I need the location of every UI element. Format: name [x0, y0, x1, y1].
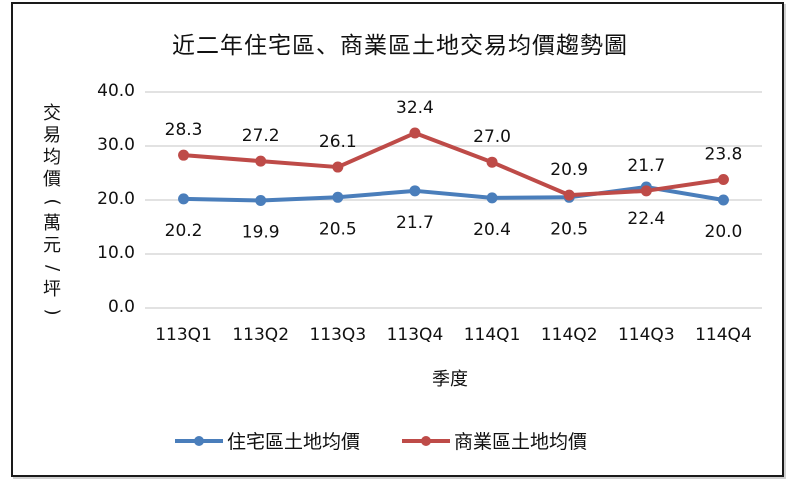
y-axis-label-char: 易	[43, 125, 61, 146]
data-point-marker	[255, 155, 267, 167]
data-label: 20.9	[550, 160, 588, 180]
legend-item-residential: 住宅區土地均價	[175, 427, 360, 454]
legend-label: 商業區土地均價	[454, 431, 588, 453]
data-label: 20.5	[550, 219, 588, 239]
data-point-marker	[255, 195, 267, 207]
data-point-marker	[486, 156, 498, 168]
legend: 住宅區土地均價 商業區土地均價	[175, 427, 629, 454]
y-tick-label: 0.0	[107, 297, 135, 317]
legend-item-commercial: 商業區土地均價	[402, 427, 587, 454]
y-axis-label: 交易均價(萬元 / 坪)	[40, 103, 64, 323]
y-axis-label-char: 均	[43, 147, 61, 168]
x-tick-label: 113Q4	[386, 325, 444, 345]
data-label: 27.2	[242, 126, 280, 146]
data-point-marker	[717, 194, 729, 206]
data-point-marker	[409, 127, 421, 139]
legend-line-marker-icon	[175, 435, 223, 446]
legend-line-marker-icon	[402, 435, 451, 446]
y-tick-label: 30.0	[97, 135, 135, 155]
data-label: 28.3	[165, 120, 203, 140]
data-label: 20.5	[319, 219, 357, 239]
chart-title: 近二年住宅區、商業區土地交易均價趨勢圖	[172, 33, 628, 59]
data-point-marker	[178, 149, 190, 161]
y-tick-label: 40.0	[97, 81, 135, 101]
series-line	[183, 131, 724, 198]
data-label: 21.7	[627, 156, 665, 176]
y-axis-label-char: 坪	[43, 279, 61, 300]
data-label: 21.7	[396, 213, 434, 233]
y-axis-label-char: 元	[43, 235, 61, 256]
data-point-marker	[563, 189, 575, 201]
x-tick-label: 113Q2	[232, 325, 290, 345]
x-tick-label: 114Q1	[463, 325, 521, 345]
data-point-marker	[486, 192, 498, 204]
data-label: 26.1	[319, 132, 357, 152]
data-point-marker	[332, 191, 344, 203]
x-tick-label: 114Q2	[540, 325, 598, 345]
data-label: 22.4	[627, 209, 665, 229]
data-point-marker	[409, 185, 421, 197]
data-label: 32.4	[396, 98, 434, 118]
data-label: 20.4	[473, 220, 511, 240]
x-tick-label: 113Q1	[155, 325, 212, 345]
data-label: 27.0	[473, 127, 511, 147]
data-point-marker	[178, 193, 190, 205]
data-label: 23.8	[705, 144, 743, 164]
x-tick-label: 114Q4	[695, 325, 752, 345]
series-line	[183, 185, 724, 203]
y-axis-label-char: 萬	[43, 213, 61, 234]
legend-label: 住宅區土地均價	[227, 431, 361, 453]
y-tick-label: 20.0	[97, 189, 135, 209]
data-point-marker	[717, 173, 729, 185]
y-tick-label: 10.0	[97, 243, 135, 263]
x-tick-label: 113Q3	[309, 325, 367, 345]
y-axis-label-char: 交	[43, 103, 61, 124]
y-axis-label-char: 價	[43, 169, 61, 190]
data-label: 20.2	[165, 221, 203, 241]
x-tick-label: 114Q3	[617, 325, 675, 345]
data-point-marker	[640, 185, 652, 197]
data-label: 20.0	[705, 222, 743, 242]
chart-frame	[11, 2, 784, 477]
x-axis-label: 季度	[432, 369, 468, 390]
data-point-marker	[332, 161, 344, 173]
data-label: 19.9	[242, 223, 280, 243]
